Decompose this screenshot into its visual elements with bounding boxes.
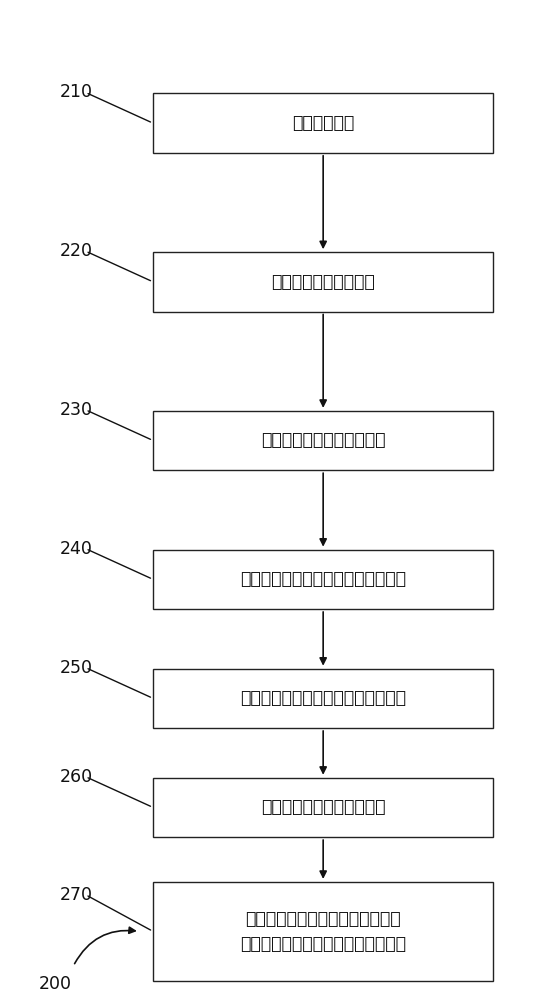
Text: 260: 260 <box>60 768 93 786</box>
Text: 230: 230 <box>60 401 93 419</box>
Text: 由第一量和第二量确定参数: 由第一量和第二量确定参数 <box>261 798 386 816</box>
FancyArrowPatch shape <box>75 927 135 964</box>
Text: 接收生物样品: 接收生物样品 <box>292 114 354 132</box>
Text: 200: 200 <box>39 975 72 993</box>
Bar <box>153 93 494 153</box>
Text: 220: 220 <box>60 242 93 260</box>
Bar <box>153 550 494 609</box>
Text: 对基因组部分进行随机测序: 对基因组部分进行随机测序 <box>261 431 386 449</box>
Text: 基于比较，确定对于第一染色体，
是否存在胎儿染色体非整倍性的分类: 基于比较，确定对于第一染色体， 是否存在胎儿染色体非整倍性的分类 <box>240 910 406 953</box>
Bar <box>153 778 494 837</box>
Bar <box>153 252 494 312</box>
Text: 250: 250 <box>60 659 93 677</box>
Text: 基于测序，确定第一染色体的第一量: 基于测序，确定第一染色体的第一量 <box>240 570 406 588</box>
Text: 确定一条或多条第二染色体的第二量: 确定一条或多条第二染色体的第二量 <box>240 689 406 707</box>
Text: 计算所需的序列的数量: 计算所需的序列的数量 <box>271 273 375 291</box>
Bar <box>153 882 494 981</box>
Text: 210: 210 <box>60 83 93 101</box>
Text: 270: 270 <box>60 886 93 904</box>
Bar <box>153 411 494 470</box>
Bar <box>153 669 494 728</box>
Text: 240: 240 <box>60 540 93 558</box>
